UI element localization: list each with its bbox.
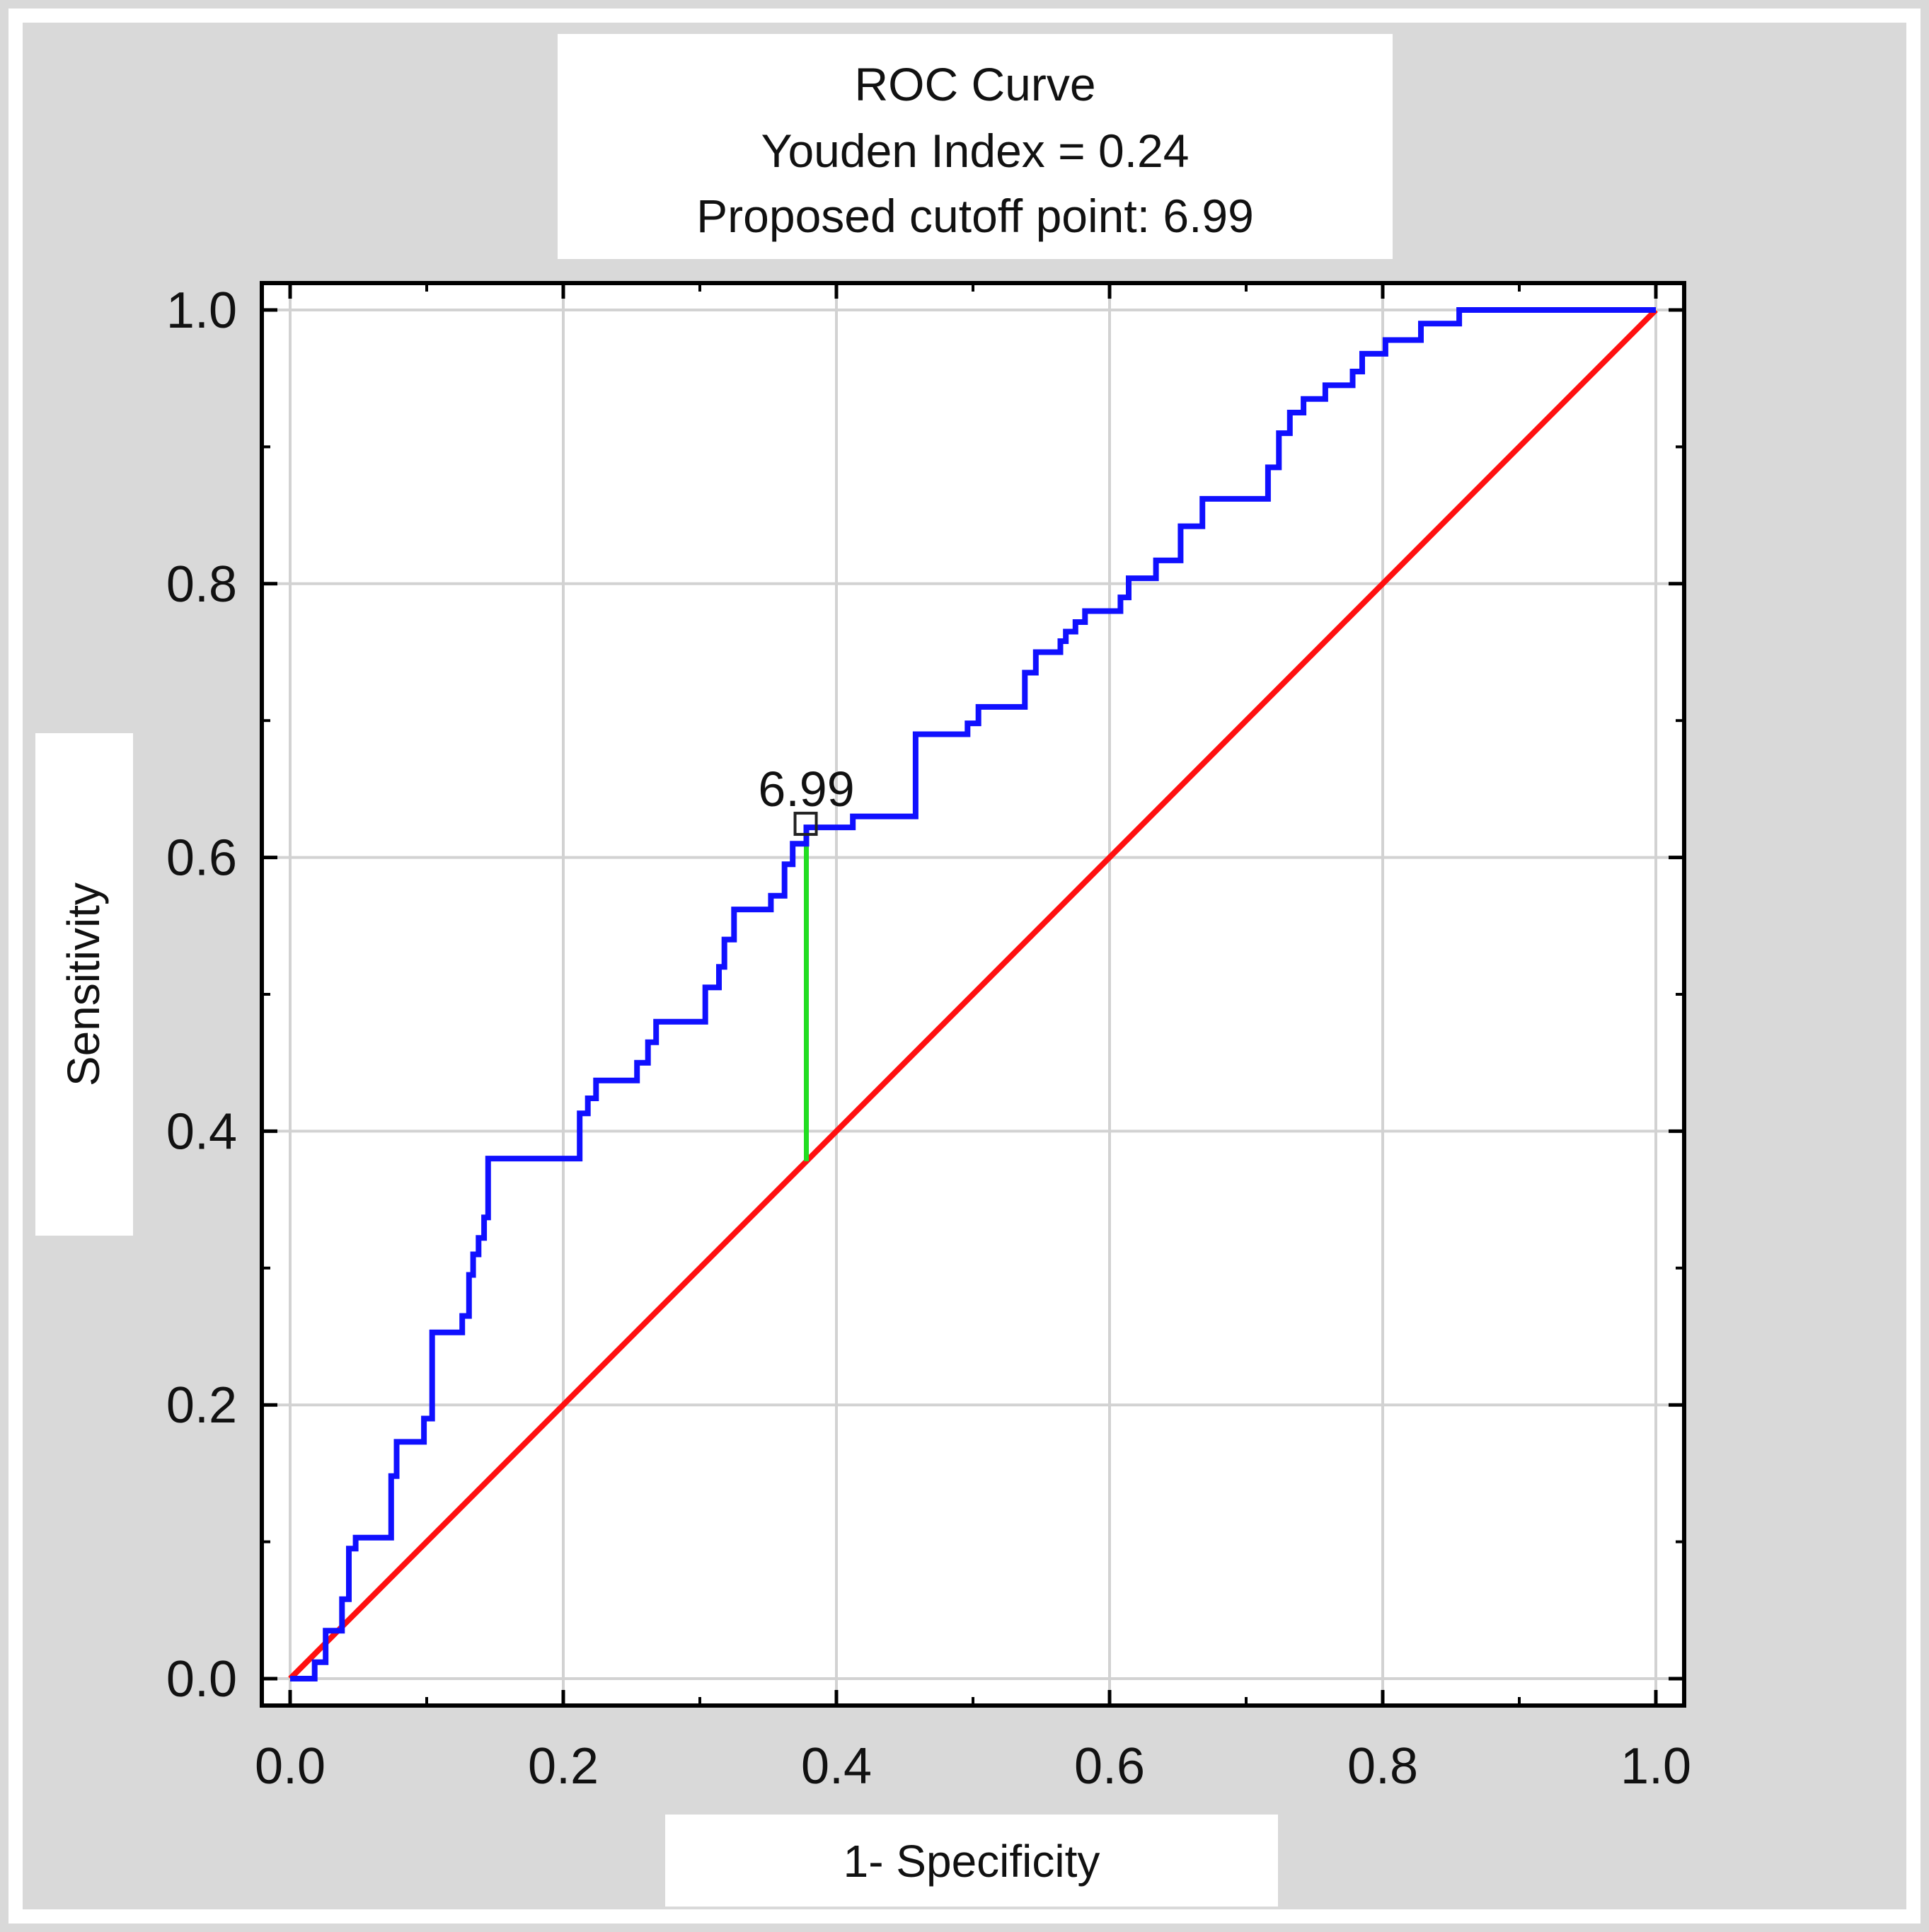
y-tick-label: 0.8 (166, 556, 237, 613)
y-axis-title-box (35, 733, 133, 1236)
x-axis-title: 1- Specificity (843, 1836, 1100, 1887)
x-tick-labels: 0.0 0.2 0.4 0.6 0.8 1.0 (255, 1738, 1691, 1795)
x-tick-label: 0.4 (801, 1738, 872, 1795)
chart-title: ROC Curve (854, 58, 1095, 110)
x-tick-label: 0.0 (255, 1738, 326, 1795)
tick-marks (262, 283, 1684, 1706)
cutoff-point-value: 6.99 (758, 761, 854, 817)
y-tick-label: 0.4 (166, 1103, 237, 1160)
outer-frame (8, 8, 1921, 1924)
y-tick-label: 0.6 (166, 830, 237, 887)
y-tick-labels: 0.0 0.2 0.4 0.6 0.8 1.0 (166, 282, 237, 1708)
youden-index-label: Youden Index = 0.24 (761, 125, 1190, 177)
x-tick-label: 0.6 (1074, 1738, 1145, 1795)
x-tick-label: 1.0 (1620, 1738, 1691, 1795)
grid (262, 283, 1684, 1706)
y-axis-title: Sensitivity (58, 882, 109, 1086)
diagonal-series-line (288, 308, 1658, 1681)
roc-series-line (290, 307, 1656, 1681)
x-tick-label: 0.2 (528, 1738, 599, 1795)
title-box (558, 34, 1393, 259)
y-tick-label: 0.2 (166, 1377, 237, 1434)
x-axis-title-box (665, 1815, 1278, 1907)
y-tick-label: 0.0 (166, 1651, 237, 1708)
series-layer (288, 307, 1658, 1681)
y-tick-label: 1.0 (166, 282, 237, 339)
cutoff-point-marker (793, 812, 818, 836)
cutoff-annotation: 6.99 (758, 761, 855, 836)
cutoff-point-label: Proposed cutoff point: 6.99 (696, 190, 1254, 242)
x-tick-label: 0.8 (1347, 1738, 1418, 1795)
